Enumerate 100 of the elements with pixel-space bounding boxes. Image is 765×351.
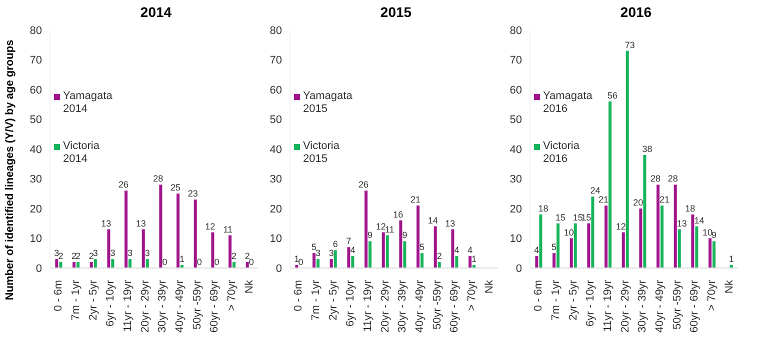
bar [94, 259, 97, 268]
bar [434, 226, 437, 268]
x-tick-label: 7m - 1yr [550, 280, 562, 320]
x-tick-label: 2yr - 5yr [567, 280, 580, 320]
bar [639, 208, 642, 268]
data-label: 28 [650, 174, 661, 184]
chart-title: 2014 [139, 4, 173, 20]
x-tick-label: > 70yr [466, 280, 478, 311]
data-label: 2 [88, 251, 94, 262]
x-tick-label: 60yr - 69yr [688, 280, 701, 333]
bar [76, 262, 80, 268]
data-label: 21 [598, 194, 609, 205]
data-label: 18 [538, 203, 548, 214]
bar [146, 259, 149, 268]
data-label: 14 [428, 215, 438, 226]
bar [587, 223, 590, 268]
bar [451, 229, 454, 268]
bar [107, 229, 110, 268]
x-tick-label: 30yr - 39yr [156, 280, 169, 333]
x-tick-label: 2yr - 5yr [327, 280, 340, 320]
data-label: 6 [332, 239, 338, 250]
x-tick-label: 0 - 6m [292, 280, 305, 312]
bar [678, 229, 681, 268]
y-tick-label: 80 [270, 24, 282, 37]
data-label: 5 [552, 242, 557, 252]
bar [368, 241, 372, 268]
bar [194, 200, 197, 268]
bar [176, 194, 180, 268]
bar [535, 256, 538, 268]
y-tick-label: 60 [510, 84, 522, 96]
y-tick-label: 20 [270, 203, 282, 216]
x-tick-label: Nk [243, 280, 256, 294]
x-tick-label: 30yr - 39yr [396, 280, 409, 333]
data-label: 4 [350, 245, 356, 256]
x-tick-label: 0 - 6m [532, 280, 545, 312]
data-label: 0 [162, 257, 168, 267]
legend-label: Victoria 2016 [543, 140, 580, 166]
data-label: 9 [712, 230, 717, 240]
y-tick-label: 10 [510, 233, 522, 246]
data-label: 21 [410, 194, 421, 205]
data-label: 4 [534, 245, 540, 256]
data-label: 2 [72, 251, 77, 262]
x-tick-label: 11yr - 19yr [122, 280, 134, 332]
data-label: 11 [223, 224, 233, 234]
bar [608, 101, 612, 268]
data-label: 13 [101, 218, 112, 228]
data-label: 0 [214, 257, 220, 267]
x-tick-label: 20yr - 29yr [139, 280, 152, 333]
bar [386, 235, 389, 268]
legend-label: Victoria 2014 [63, 140, 100, 166]
data-label: 26 [118, 180, 129, 190]
bar [643, 154, 646, 268]
x-tick-label: 40yr - 49yr [654, 280, 666, 333]
x-tick-label: 7m - 1yr [310, 280, 322, 320]
data-label: 4 [454, 245, 460, 256]
bar [674, 184, 677, 268]
bar [90, 262, 93, 268]
x-tick-label: 11yr - 19yr [362, 280, 374, 332]
legend-label: Yamagata 2014 [63, 90, 113, 116]
bar [438, 262, 441, 268]
data-label: 9 [368, 230, 373, 240]
bar [570, 238, 573, 268]
x-tick-label: > 70yr [226, 280, 238, 311]
bar [712, 241, 716, 268]
data-label: 13 [136, 218, 146, 228]
x-tick-label: 50yr -59yr [431, 280, 444, 330]
y-tick-label: 80 [510, 24, 522, 37]
x-tick-label: 60yr - 69yr [208, 280, 221, 333]
bar [622, 232, 625, 268]
chart-title: 2015 [379, 4, 413, 20]
data-label: 12 [376, 221, 386, 232]
x-tick-label: 11yr - 19yr [602, 280, 614, 332]
y-tick-label: 30 [510, 174, 522, 186]
data-label: 73 [624, 40, 635, 50]
data-label: 0 [248, 257, 254, 267]
bar [232, 262, 236, 268]
data-label: 2 [436, 251, 442, 262]
bar [159, 184, 162, 268]
data-label: 18 [685, 203, 696, 214]
y-tick-label: 0 [516, 262, 522, 275]
data-label: 12 [616, 221, 626, 232]
y-tick-label: 40 [510, 144, 522, 156]
data-label: 12 [205, 221, 216, 232]
data-label: 2 [76, 251, 81, 262]
bar [455, 256, 458, 268]
legend-label: Yamagata 2015 [303, 90, 353, 116]
bar [347, 247, 350, 268]
data-label: 24 [590, 186, 600, 196]
data-label: 1 [472, 254, 477, 264]
y-tick-label: 40 [30, 144, 42, 156]
data-label: 0 [298, 257, 304, 267]
bar [403, 241, 406, 268]
bar [246, 262, 249, 268]
data-label: 15 [572, 212, 583, 222]
bar [111, 259, 114, 268]
x-tick-label: 20yr - 29yr [619, 280, 632, 333]
y-tick-label: 70 [510, 54, 522, 67]
bar [124, 190, 128, 268]
data-label: 38 [642, 144, 652, 154]
bar [228, 235, 232, 268]
